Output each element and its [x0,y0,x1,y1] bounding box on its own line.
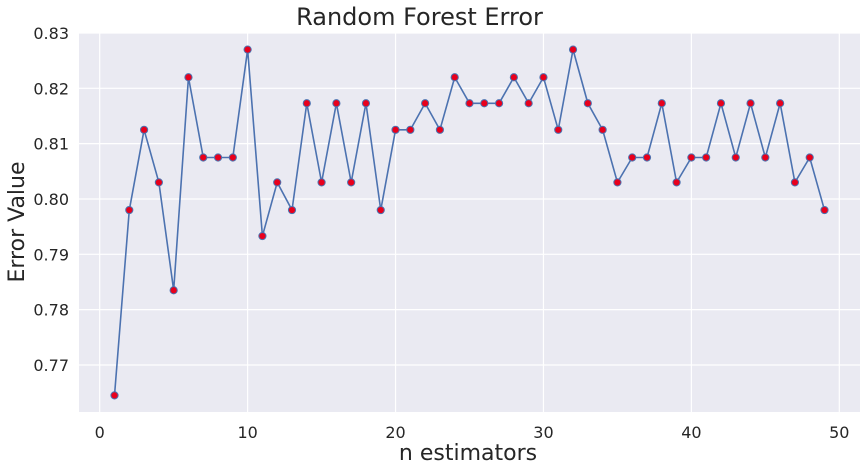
data-point [790,178,800,187]
y-tick-label: 0.83 [33,24,69,43]
y-axis-label: Error Value [5,161,30,282]
data-point [509,73,518,82]
data-point [554,125,563,134]
data-point [125,205,134,215]
chart-title: Random Forest Error [296,3,543,31]
data-point [642,153,652,162]
y-tick-label: 0.81 [33,135,69,154]
data-point [820,205,829,215]
data-point [598,125,607,134]
data-point [539,73,548,82]
data-point [776,99,785,108]
x-tick-label: 50 [829,423,849,442]
data-point [465,99,474,108]
data-point [494,99,504,108]
y-tick-label: 0.78 [33,301,69,320]
y-tick-label: 0.77 [33,356,69,375]
y-tick-label: 0.79 [33,245,69,264]
data-point [583,99,592,108]
data-point [287,205,297,215]
data-point [480,99,489,108]
data-point [731,153,740,162]
data-point [228,153,237,162]
plot-area [79,33,860,412]
data-point [332,99,341,108]
x-tick-label: 10 [237,423,257,442]
data-point [154,178,163,187]
data-point [139,125,149,134]
data-point [347,178,356,187]
data-point [628,153,637,162]
grid [79,32,860,412]
data-point [184,73,193,82]
data-point [805,153,814,162]
x-tick-label: 30 [533,423,553,442]
data-point [258,231,267,241]
data-point [199,153,208,162]
data-point [406,125,415,134]
data-point [524,99,533,108]
y-tick-labels: 0.77 0.78 0.79 0.80 0.81 0.82 0.83 [33,24,69,375]
data-point [317,178,326,187]
data-point [687,153,696,162]
data-point [169,286,178,295]
data-point [302,99,311,108]
data-point [568,45,578,54]
data-point [361,99,371,108]
data-point [672,178,681,187]
data-point [435,125,445,134]
data-point [761,153,770,162]
data-point [391,125,400,134]
data-point [213,153,223,162]
x-tick-labels: 0 10 20 30 40 50 [95,423,850,442]
data-point [450,73,459,82]
data-point [376,205,385,215]
data-point [716,99,726,108]
data-point [421,99,430,108]
y-tick-label: 0.82 [33,79,69,98]
data-point [657,99,666,108]
y-tick-label: 0.80 [33,190,69,209]
data-point [746,99,755,108]
data-point [110,391,119,400]
data-point [243,45,252,54]
x-tick-label: 40 [681,423,701,442]
x-tick-label: 0 [95,423,105,442]
data-point [702,153,711,162]
data-markers [110,45,829,400]
x-tick-label: 20 [385,423,405,442]
data-point [273,178,282,187]
x-axis-label: n estimators [399,441,537,466]
data-point [613,178,622,187]
